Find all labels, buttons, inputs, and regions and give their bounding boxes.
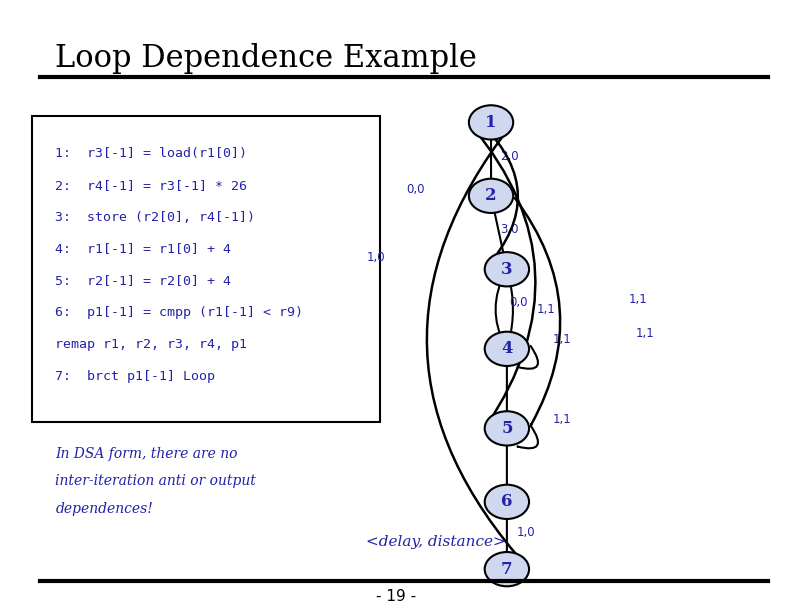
Text: 1,0: 1,0 [516, 526, 535, 539]
Text: 0,0: 0,0 [509, 296, 527, 310]
Text: 1: 1 [485, 114, 497, 131]
Text: 0,0: 0,0 [406, 183, 425, 196]
Circle shape [469, 105, 513, 140]
Text: 1,1: 1,1 [628, 293, 647, 307]
Text: 7: 7 [501, 561, 512, 578]
FancyArrowPatch shape [472, 126, 535, 426]
FancyArrowPatch shape [427, 126, 527, 567]
Circle shape [485, 252, 529, 286]
FancyArrowPatch shape [518, 425, 538, 449]
Text: 3: 3 [501, 261, 512, 278]
Text: 1,1: 1,1 [636, 327, 655, 340]
Circle shape [485, 552, 529, 586]
Text: 1,1: 1,1 [553, 412, 572, 426]
Text: 2:  r4[-1] = r3[-1] * 26: 2: r4[-1] = r3[-1] * 26 [55, 179, 247, 192]
Text: 1,0: 1,0 [367, 250, 386, 264]
Text: inter-iteration anti or output: inter-iteration anti or output [55, 474, 257, 488]
Text: Loop Dependence Example: Loop Dependence Example [55, 43, 478, 74]
Text: <delay, distance>: <delay, distance> [366, 535, 505, 548]
Circle shape [485, 332, 529, 366]
Text: 4: 4 [501, 340, 512, 357]
Text: 5: 5 [501, 420, 512, 437]
Text: 7:  brct p1[-1] Loop: 7: brct p1[-1] Loop [55, 370, 215, 382]
Text: 1,1: 1,1 [537, 302, 556, 316]
FancyBboxPatch shape [32, 116, 380, 422]
Circle shape [485, 485, 529, 519]
Text: 1,1: 1,1 [553, 333, 572, 346]
Circle shape [469, 179, 513, 213]
Text: In DSA form, there are no: In DSA form, there are no [55, 447, 238, 461]
Text: 5:  r2[-1] = r2[0] + 4: 5: r2[-1] = r2[0] + 4 [55, 274, 231, 287]
Circle shape [485, 411, 529, 446]
Text: 3,0: 3,0 [501, 223, 519, 236]
FancyArrowPatch shape [515, 198, 560, 425]
FancyArrowPatch shape [518, 346, 538, 369]
Text: dependences!: dependences! [55, 502, 154, 516]
Text: 1:  r3[-1] = load(r1[0]): 1: r3[-1] = load(r1[0]) [55, 147, 247, 160]
Text: 6:  p1[-1] = cmpp (r1[-1] < r9): 6: p1[-1] = cmpp (r1[-1] < r9) [55, 306, 303, 319]
Text: 6: 6 [501, 493, 512, 510]
Text: 3:  store (r2[0], r4[-1]): 3: store (r2[0], r4[-1]) [55, 211, 256, 223]
FancyArrowPatch shape [483, 125, 518, 267]
Text: 4:  r1[-1] = r1[0] + 4: 4: r1[-1] = r1[0] + 4 [55, 242, 231, 255]
Text: 2,0: 2,0 [501, 149, 520, 163]
Text: 2: 2 [485, 187, 497, 204]
Text: - 19 -: - 19 - [376, 589, 416, 604]
Text: remap r1, r2, r3, r4, p1: remap r1, r2, r3, r4, p1 [55, 338, 247, 351]
